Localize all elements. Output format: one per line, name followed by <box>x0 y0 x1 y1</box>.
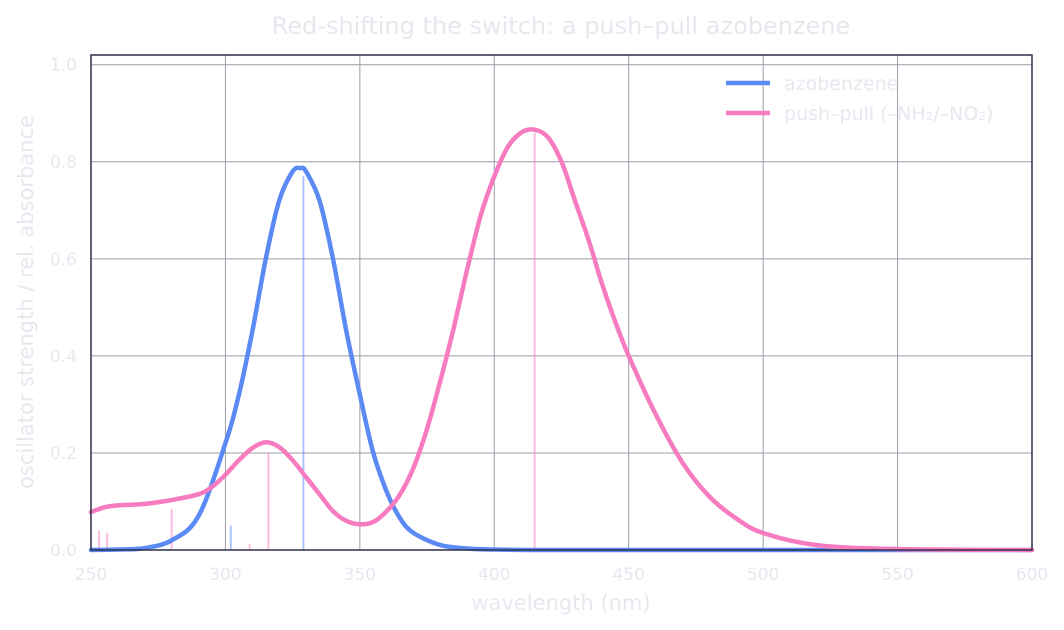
legend: azobenzene push–pull (–NH₂/–NO₂) <box>726 73 993 125</box>
plot-frame <box>90 54 1033 551</box>
series-line-2 <box>88 127 1035 553</box>
x-tick-label: 550 <box>881 565 913 585</box>
y-tick-label: 0.6 <box>50 250 77 270</box>
series-lines <box>88 127 1035 553</box>
chart-title: Red-shifting the switch: a push–pull azo… <box>272 12 851 40</box>
x-tick-label: 250 <box>75 565 107 585</box>
x-tick-label: 450 <box>612 565 644 585</box>
x-tick-label: 600 <box>1016 565 1048 585</box>
x-axis-label: wavelength (nm) <box>471 591 650 615</box>
stick-spectra <box>98 132 536 550</box>
x-tick-label: 500 <box>747 565 779 585</box>
y-tick-label: 1.0 <box>50 56 77 76</box>
x-tick-label: 300 <box>209 565 241 585</box>
legend-label-1: azobenzene <box>784 73 898 95</box>
y-tick-label: 0.8 <box>50 153 77 173</box>
x-tick-label: 400 <box>478 565 510 585</box>
legend-label-2: push–pull (–NH₂/–NO₂) <box>784 103 993 125</box>
x-tick-label: 350 <box>344 565 376 585</box>
y-tick-label: 0.4 <box>50 347 77 367</box>
y-tick-label: 0.2 <box>50 444 77 464</box>
y-tick-label: 0.0 <box>50 541 77 561</box>
y-axis-ticks: 0.0 0.2 0.4 0.6 0.8 1.0 <box>50 56 77 561</box>
series-line-1 <box>88 165 1035 553</box>
x-axis-ticks: 250 300 350 400 450 500 550 600 <box>75 565 1048 585</box>
y-axis-label: oscillator strength / rel. absorbance <box>14 115 38 489</box>
grid <box>90 55 1033 551</box>
